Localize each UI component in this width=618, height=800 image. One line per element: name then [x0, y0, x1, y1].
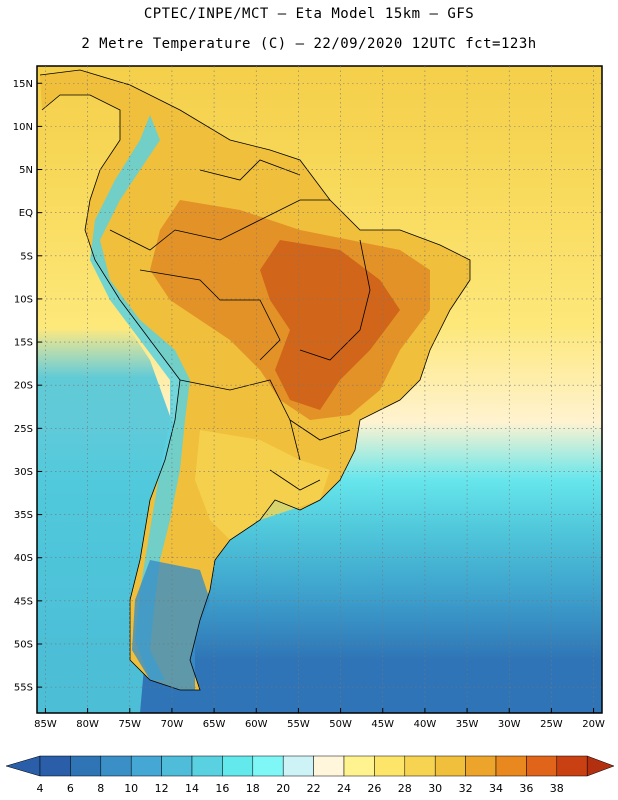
lon-label: 85W — [34, 719, 57, 730]
colorbar-label: 36 — [519, 782, 533, 795]
colorbar-label: 30 — [428, 782, 442, 795]
colorbar-label: 8 — [97, 782, 104, 795]
colorbar-under-arrow — [5, 755, 41, 777]
longitude-labels: 85W 80W 75W 70W 65W 60W 55W 50W 45W 40W 35W 30W 25W 2… — [34, 719, 605, 730]
latitude-labels: 15N 10N 5N EQ 5S 10S 15S 20S 25S 30S 35S 40S 45S 50S 5… — [13, 79, 33, 694]
lon-label: 25W — [540, 719, 563, 730]
southern-mild-land — [195, 430, 330, 540]
colorbar-label: 34 — [489, 782, 503, 795]
lat-label: 20S — [14, 381, 33, 392]
colorbar-swatch — [100, 755, 132, 777]
colorbar-swatch — [252, 755, 284, 777]
colorbar-swatch — [313, 755, 345, 777]
colorbar-label: 28 — [398, 782, 412, 795]
lat-label: 15S — [14, 338, 33, 349]
colorbar-swatch — [404, 755, 436, 777]
lat-label: 30S — [14, 467, 33, 478]
colorbar-label: 4 — [37, 782, 44, 795]
lat-label: 10S — [14, 294, 33, 305]
lon-label: 50W — [329, 719, 352, 730]
colorbar-label: 10 — [124, 782, 138, 795]
lon-label: 45W — [371, 719, 394, 730]
colorbar-label: 32 — [459, 782, 473, 795]
colorbar-label: 6 — [67, 782, 74, 795]
lat-label: 5S — [20, 251, 33, 262]
south-america-land — [40, 70, 470, 690]
colorbar-label: 26 — [367, 782, 381, 795]
colorbar-label: 16 — [215, 782, 229, 795]
lat-label: 45S — [14, 596, 33, 607]
colorbar-swatch — [282, 755, 314, 777]
map-title-line2: 2 Metre Temperature (C) – 22/09/2020 12U… — [81, 36, 537, 52]
temperature-map: 15N 10N 5N EQ 5S 10S 15S 20S 25S 30S 35S 40S 45S 50S 5… — [13, 65, 605, 730]
lon-label: 30W — [498, 719, 521, 730]
lon-label: 75W — [118, 719, 141, 730]
colorbar-label: 12 — [155, 782, 169, 795]
colorbar-swatch — [343, 755, 375, 777]
colorbar-label: 20 — [276, 782, 290, 795]
colorbar-label: 24 — [337, 782, 351, 795]
colorbar-swatch — [130, 755, 162, 777]
colorbar-swatch — [556, 755, 588, 777]
lon-label: 80W — [76, 719, 99, 730]
colorbar-swatch — [70, 755, 102, 777]
graticule — [37, 66, 602, 713]
lat-label: 50S — [14, 639, 33, 650]
colorbar-swatch — [191, 755, 223, 777]
colorbar-over-arrow — [586, 755, 615, 777]
colorbar-swatch — [39, 755, 71, 777]
andes-cool-strip — [90, 115, 190, 680]
colorbar-swatch — [434, 755, 466, 777]
lon-label: 35W — [456, 719, 479, 730]
lat-label: 35S — [14, 510, 33, 521]
colorbar-swatch — [161, 755, 193, 777]
lat-label: 5N — [19, 165, 33, 176]
colorbar-swatch — [526, 755, 558, 777]
map-title-line1: CPTEC/INPE/MCT – Eta Model 15km – GFS — [143, 6, 475, 22]
colorbar-swatch — [374, 755, 406, 777]
colorbar-swatch — [465, 755, 497, 777]
lat-label: EQ — [19, 208, 33, 219]
colorbar: 4 6 8 10 12 14 16 18 20 22 24 26 28 30 32 34 36 38 — [5, 755, 615, 795]
colorbar-label: 14 — [185, 782, 199, 795]
colorbar-label: 22 — [307, 782, 321, 795]
lat-label: 10N — [13, 122, 33, 133]
lon-label: 65W — [203, 719, 226, 730]
lon-label: 70W — [161, 719, 184, 730]
colorbar-label: 38 — [550, 782, 564, 795]
lon-label: 55W — [287, 719, 310, 730]
colorbar-swatch — [495, 755, 527, 777]
colorbar-label: 18 — [246, 782, 260, 795]
country-borders — [39, 69, 471, 691]
lon-label: 60W — [245, 719, 268, 730]
lat-label: 15N — [13, 79, 33, 90]
map-frame — [36, 65, 603, 714]
lon-label: 40W — [414, 719, 437, 730]
colorbar-swatch — [222, 755, 254, 777]
lat-label: 55S — [14, 683, 33, 694]
lat-label: 25S — [14, 424, 33, 435]
lat-label: 40S — [14, 553, 33, 564]
lon-label: 20W — [582, 719, 605, 730]
hottest-spots — [260, 240, 400, 410]
